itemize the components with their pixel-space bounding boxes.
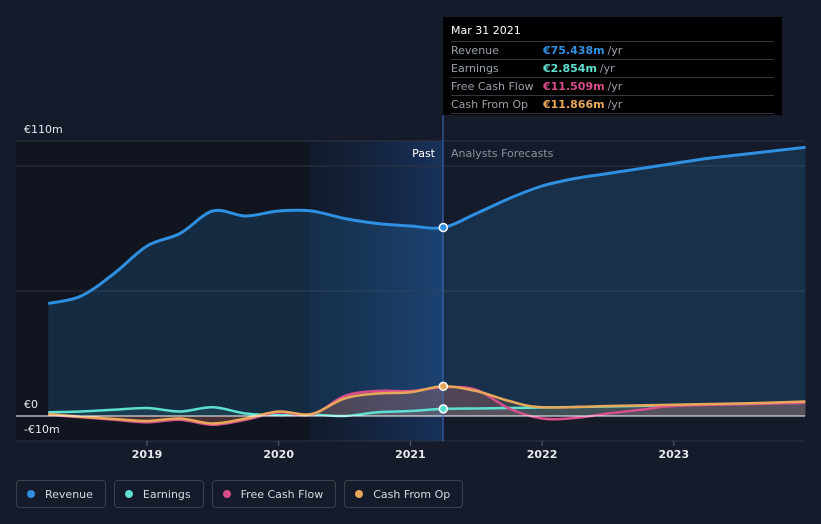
y-tick-label-top: €110m [24,123,63,136]
legend-dot-icon [124,490,133,498]
legend-dot-icon [355,490,364,498]
x-tick-label-2023: 2023 [658,448,689,461]
data-point-revenue[interactable] [438,222,449,233]
series-line-revenue [47,145,806,305]
legend-item-earnings[interactable]: Earnings [113,480,204,508]
legend-label: Free Cash Flow [240,487,324,501]
period-label-forecast: Analysts Forecasts [451,147,554,160]
tooltip-row-cash-from-op: Cash From Op €11.866m/yr [451,96,774,114]
legend-dot-icon [222,490,231,498]
tooltip-unit: /yr [607,44,623,57]
tooltip-label: Cash From Op [451,98,529,111]
x-tick-label-2020: 2020 [263,448,294,461]
chart-legend: Revenue Earnings Free Cash Flow Cash From O… [16,480,464,508]
tooltip-label: Free Cash Flow [451,80,534,93]
legend-label: Earnings [142,487,191,501]
x-tick-label-2022: 2022 [527,448,558,461]
legend-dot-icon [27,490,35,498]
data-tooltip: Mar 31 2021 Revenue €75.438m/yr Earnings €2… [443,17,782,115]
tooltip-label: Revenue [451,44,499,57]
series-area-revenue [48,147,806,417]
x-tick-label-2019: 2019 [132,448,163,461]
tooltip-value: €75.438m [543,44,605,57]
period-label-past: Past [412,147,436,160]
series-area-free-cash-flow [48,387,806,425]
series-line-free-cash-flow [48,385,806,427]
legend-label: Cash From Op [373,487,451,501]
tooltip-row-earnings: Earnings €2.854m/yr [451,60,774,78]
legend-item-cash-from-op[interactable]: Cash From Op [344,480,464,508]
data-point-earnings[interactable] [438,404,449,414]
tooltip-value: €11.866m [543,98,605,111]
tooltip-row-revenue: Revenue €75.438m/yr [451,42,774,60]
legend-item-revenue[interactable]: Revenue [16,480,106,508]
tooltip-unit: /yr [599,62,615,75]
y-tick-label-bottom: -€10m [24,423,60,436]
series-area-cash-from-op [48,386,806,424]
y-tick-label-zero: €0 [24,398,38,411]
tooltip-unit: /yr [607,80,623,93]
tooltip-unit: /yr [607,98,623,111]
x-tick-label-2021: 2021 [395,448,426,461]
tooltip-label: Earnings [451,62,499,75]
series-line-cash-from-op [48,385,806,425]
data-point-cash-from-op[interactable] [438,381,449,392]
tooltip-value: €2.854m [543,62,597,75]
legend-label: Revenue [45,487,93,501]
tooltip-value: €11.509m [543,80,605,93]
tooltip-date: Mar 31 2021 [451,22,774,42]
legend-item-free-cash-flow[interactable]: Free Cash Flow [211,480,337,508]
tooltip-row-free-cash-flow: Free Cash Flow €11.509m/yr [451,78,774,96]
